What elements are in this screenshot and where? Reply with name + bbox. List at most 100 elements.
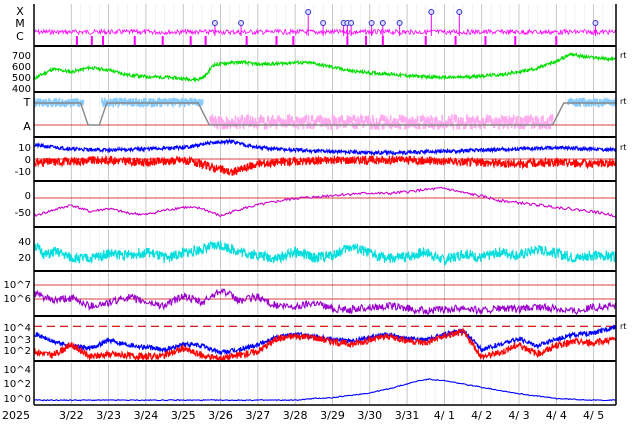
polarity-away-mark (519, 116, 522, 123)
flare-event-bar (292, 36, 295, 45)
polarity-toward-mark (156, 101, 158, 107)
polarity-away-mark (404, 117, 407, 124)
polarity-away-mark (535, 119, 538, 126)
temperature-series (33, 239, 617, 266)
polarity-away-mark (325, 121, 327, 128)
polarity-away-mark (540, 116, 543, 123)
polarity-toward-mark (69, 99, 71, 105)
polarity-panel: T A rt (23, 94, 626, 138)
polarity-away-mark (216, 123, 219, 130)
polarity-away-mark (430, 115, 432, 122)
polarity-away-mark (510, 117, 512, 124)
polarity-away-mark (440, 120, 443, 127)
flare-marker (368, 20, 375, 26)
flare-event-bar (204, 36, 207, 45)
polarity-away-mark (377, 123, 380, 130)
polarity-away-mark (335, 118, 338, 125)
polarity-away-mark (431, 117, 434, 124)
polarity-toward-mark (613, 101, 616, 107)
polarity-away-mark (423, 116, 426, 123)
polarity-away-mark (433, 117, 436, 124)
polarity-away-mark (372, 115, 374, 122)
polarity-away-mark (245, 118, 247, 125)
polarity-away-mark (366, 116, 368, 123)
polarity-away-mark (498, 123, 500, 130)
polarity-away-mark (352, 114, 355, 121)
polarity-away-mark (462, 117, 464, 124)
polarity-away-mark (458, 123, 461, 130)
x-axis-date-label: 4/ 1 (434, 409, 455, 422)
polarity-right-tag: rt (620, 97, 626, 106)
polarity-toward-mark (183, 102, 186, 108)
polarity-away-mark (305, 114, 308, 121)
polarity-away-mark (398, 122, 400, 129)
bz-series (33, 154, 617, 176)
polarity-away-mark (503, 116, 505, 123)
polarity-toward-mark (579, 102, 582, 108)
x-axis-date-label: 3/27 (245, 409, 270, 422)
bt-series (33, 137, 617, 157)
polarity-toward-mark (42, 101, 44, 107)
angle-series (33, 186, 617, 218)
polarity-away-mark (522, 118, 525, 125)
polarity-toward-mark (129, 98, 132, 104)
polarity-toward-mark (171, 98, 173, 104)
polarity-away-mark (425, 120, 428, 127)
polarity-away-mark (219, 116, 221, 123)
bfield-tick-neg10: -10 (15, 167, 31, 178)
polarity-away-mark (501, 116, 504, 123)
flare-marker (211, 20, 218, 26)
polarity-away-mark (301, 120, 303, 127)
polarity-away-mark (366, 119, 369, 126)
polarity-away-mark (241, 114, 244, 121)
polarity-away-mark (422, 114, 424, 121)
polarity-away-mark (307, 121, 309, 128)
polarity-toward-mark (51, 101, 54, 107)
polarity-away-mark (457, 120, 459, 127)
polarity-toward-mark (596, 99, 599, 105)
polarity-toward-mark (159, 102, 161, 108)
polarity-toward-mark (574, 101, 577, 107)
polarity-toward-mark (180, 97, 183, 103)
polarity-away-mark (311, 114, 314, 121)
polarity-away-mark (404, 123, 406, 130)
proton-tick-1e6: 10^6 (4, 294, 31, 305)
flare-flux-trace (33, 27, 617, 36)
polarity-toward-mark (77, 98, 79, 104)
polarity-away-mark (363, 119, 366, 126)
polarity-toward-mark (76, 101, 79, 107)
proton-series (33, 287, 617, 316)
polarity-toward-mark (54, 98, 56, 104)
x-axis-date-label: 4/ 5 (583, 409, 604, 422)
polarity-away-mark (270, 117, 273, 124)
polarity-away-mark (336, 123, 339, 130)
polarity-away-mark (551, 119, 553, 126)
polarity-away-mark (441, 114, 443, 121)
polarity-away-mark (469, 123, 472, 130)
polarity-away-mark (524, 120, 527, 127)
polarity-toward-mark (151, 99, 153, 105)
flare-marker (396, 20, 403, 26)
polarity-away-mark (459, 120, 461, 127)
flare-event-bar (514, 36, 517, 45)
polarity-toward-mark (75, 98, 78, 104)
polarity-away-mark (211, 114, 214, 121)
polarity-away-mark (386, 116, 388, 123)
polarity-away-mark (254, 120, 256, 127)
polarity-away-mark (549, 123, 552, 130)
polarity-away-mark (324, 117, 326, 124)
polarity-away-mark (385, 120, 388, 127)
polarity-away-mark (520, 122, 523, 129)
polarity-away-mark (474, 118, 476, 125)
polarity-away-mark (257, 120, 260, 127)
polarity-away-mark (542, 115, 544, 122)
polarity-toward-mark (160, 102, 163, 108)
polarity-away-mark (251, 120, 253, 127)
bfield-tick-0: 0 (25, 155, 31, 166)
density-tick-400: 400 (12, 84, 31, 95)
flare-event-bar (90, 36, 93, 45)
polarity-away-mark (332, 118, 335, 125)
flare-tick-m: M (15, 17, 25, 30)
x-axis-date-label: 3/26 (208, 409, 233, 422)
polarity-away-mark (545, 123, 548, 130)
